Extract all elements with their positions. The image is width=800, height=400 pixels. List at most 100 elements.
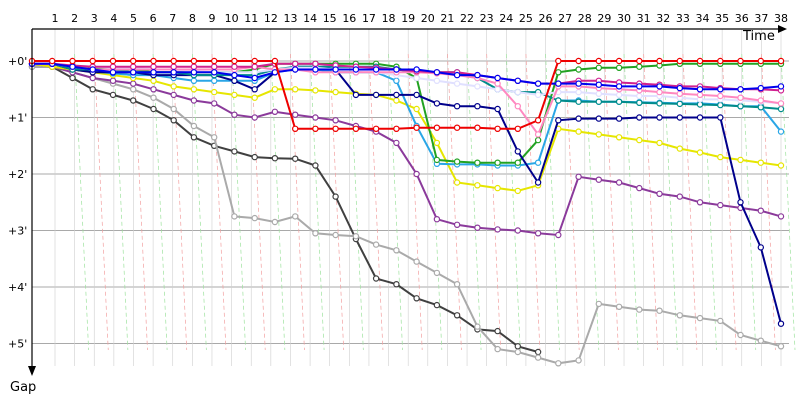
- data-point: [109, 91, 117, 99]
- lap-connector: [348, 53, 364, 351]
- lap-connector: [270, 53, 286, 351]
- data-point: [555, 117, 562, 124]
- data-point: [777, 162, 785, 169]
- data-point: [150, 105, 157, 113]
- data-point: [332, 66, 339, 73]
- axis-layer: Time Gap: [10, 25, 787, 395]
- data-point: [757, 84, 765, 92]
- lap-connector: [780, 53, 796, 351]
- x-tick-label: 28: [578, 12, 592, 25]
- data-point: [676, 57, 684, 65]
- x-tick-label: 21: [440, 12, 454, 25]
- data-point: [129, 86, 137, 93]
- x-tick-label: 33: [676, 12, 690, 25]
- lap-connector: [113, 53, 129, 351]
- data-point: [312, 60, 319, 68]
- data-point: [190, 77, 198, 85]
- data-point: [474, 71, 481, 79]
- data-point: [615, 98, 623, 105]
- data-point: [494, 105, 501, 113]
- data-point: [433, 100, 441, 107]
- data-point: [271, 154, 279, 162]
- data-point: [413, 105, 420, 113]
- data-point: [393, 91, 400, 99]
- lap-connector: [584, 53, 600, 351]
- data-point: [393, 139, 400, 147]
- data-point: [170, 83, 177, 90]
- data-point: [231, 71, 238, 79]
- data-point: [210, 57, 218, 65]
- data-point: [292, 60, 299, 68]
- data-point: [777, 105, 785, 113]
- x-tick-label: 11: [244, 12, 258, 25]
- x-tick-label: 7: [169, 12, 176, 25]
- series-13: [28, 57, 785, 133]
- data-point: [676, 100, 684, 108]
- data-point: [433, 139, 441, 147]
- data-point: [129, 97, 137, 104]
- x-tick-label: 37: [754, 12, 768, 25]
- data-point: [494, 345, 501, 353]
- data-point: [190, 97, 198, 104]
- data-point: [89, 66, 96, 73]
- data-point: [150, 63, 157, 70]
- data-point: [210, 100, 218, 107]
- data-point: [413, 295, 420, 302]
- data-point: [575, 88, 582, 96]
- y-tick-label: +4': [8, 281, 27, 294]
- data-point: [372, 91, 380, 99]
- data-point: [150, 69, 157, 76]
- y-axis-arrow: [28, 366, 36, 376]
- data-point: [696, 57, 704, 65]
- series-3: [28, 60, 785, 239]
- data-point: [676, 114, 684, 121]
- x-tick-label: 10: [225, 12, 239, 25]
- x-tick-label: 13: [283, 12, 297, 25]
- lap-connector: [133, 53, 148, 351]
- lap-connector: [231, 53, 246, 351]
- data-point: [595, 64, 603, 72]
- data-point: [514, 343, 522, 350]
- x-tick-label: 22: [460, 12, 474, 25]
- series-2: [28, 63, 785, 367]
- data-point: [494, 80, 501, 87]
- y-tick-label: +3': [8, 225, 27, 238]
- x-tick-label: 14: [303, 12, 317, 25]
- x-tick-label: 27: [558, 12, 572, 25]
- lap-connector: [545, 53, 560, 351]
- data-point: [372, 275, 380, 282]
- data-point: [717, 86, 724, 93]
- data-point: [413, 66, 420, 73]
- data-point: [555, 57, 562, 65]
- data-point: [514, 348, 522, 356]
- data-point: [595, 57, 603, 65]
- data-point: [433, 269, 441, 277]
- data-point: [170, 63, 177, 70]
- lap-connector: [525, 53, 541, 351]
- x-tick-label: 26: [539, 12, 553, 25]
- data-point: [494, 74, 501, 82]
- data-point: [534, 91, 542, 99]
- lap-connector: [388, 53, 403, 351]
- connector-layer: [74, 53, 796, 351]
- data-point: [271, 57, 279, 65]
- data-point: [595, 115, 603, 122]
- data-point: [433, 301, 441, 309]
- data-point: [534, 136, 542, 144]
- data-point: [514, 148, 522, 155]
- series-1: [28, 63, 542, 356]
- lap-connector: [329, 53, 345, 351]
- series-12: [28, 60, 785, 93]
- data-point: [150, 57, 157, 65]
- data-point: [190, 57, 198, 65]
- lap-connector: [604, 53, 619, 351]
- series-line: [32, 62, 782, 137]
- data-point: [231, 77, 238, 85]
- x-tick-label: 8: [189, 12, 196, 25]
- data-point: [534, 117, 542, 124]
- data-point: [453, 179, 461, 186]
- data-point: [129, 80, 137, 87]
- data-point: [393, 281, 400, 288]
- data-point: [231, 91, 238, 99]
